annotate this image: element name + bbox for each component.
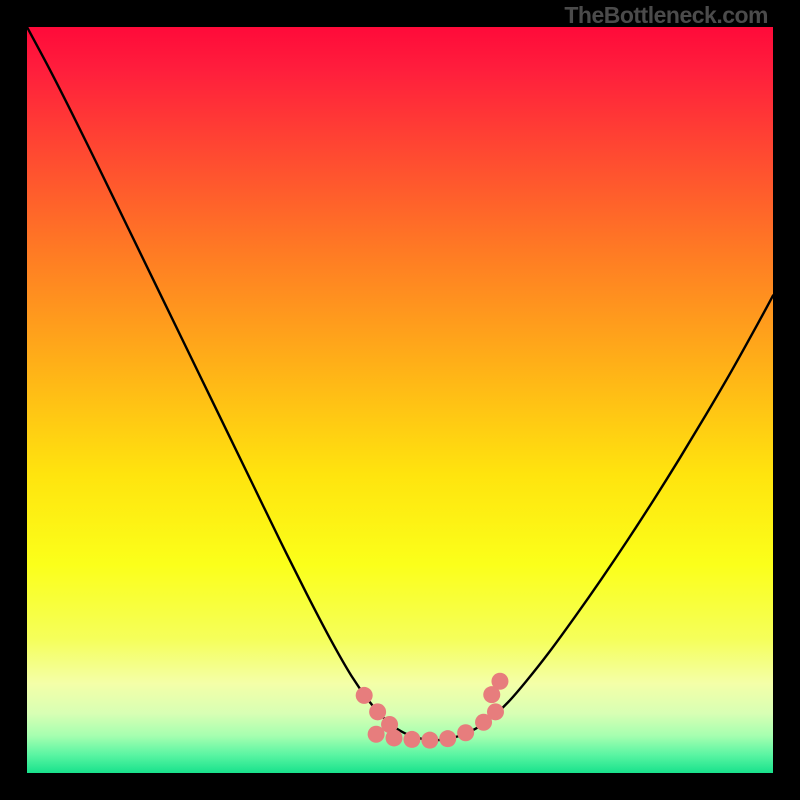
chart-background <box>27 27 773 773</box>
chart-plot-area <box>27 27 773 773</box>
data-marker <box>439 730 456 747</box>
data-marker <box>491 673 508 690</box>
data-marker <box>356 687 373 704</box>
data-marker <box>457 724 474 741</box>
watermark-text: TheBottleneck.com <box>564 2 768 29</box>
data-marker <box>421 732 438 749</box>
data-marker <box>386 729 403 746</box>
data-marker <box>487 703 504 720</box>
chart-svg <box>27 27 773 773</box>
data-marker <box>368 726 385 743</box>
data-marker <box>369 703 386 720</box>
data-marker <box>403 731 420 748</box>
